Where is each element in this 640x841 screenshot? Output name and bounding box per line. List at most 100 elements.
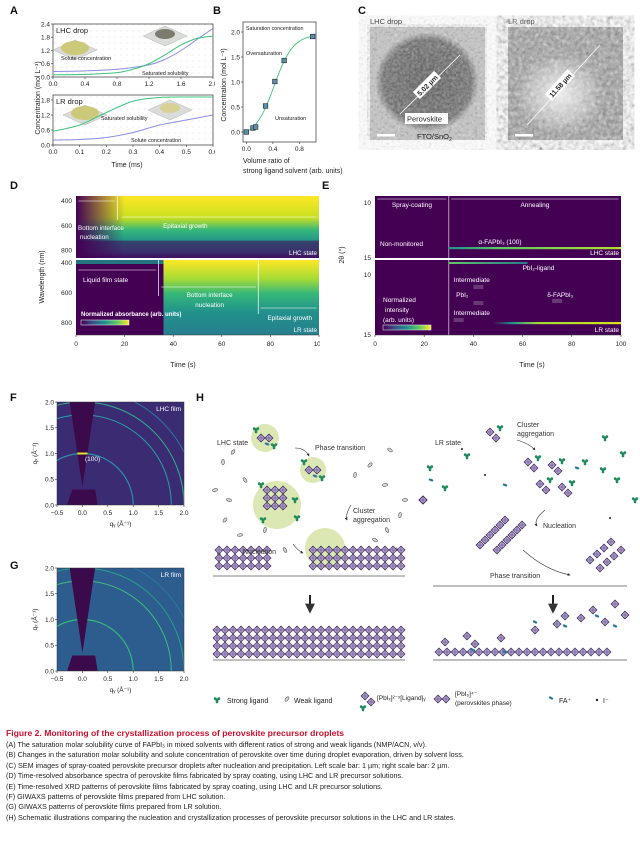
octahedron-icon: [356, 641, 366, 651]
octahedron-icon: [602, 557, 612, 567]
panel-label-a: A: [10, 5, 18, 17]
octahedron-icon: [268, 625, 278, 635]
y-tick-label: 0.6: [41, 127, 50, 134]
octahedron-icon: [595, 563, 605, 573]
subplot-title: LR film: [161, 572, 181, 579]
y-tick-label: 0.5: [45, 643, 54, 650]
octahedron-icon: [458, 647, 468, 657]
octahedron-icon: [496, 633, 506, 643]
octahedron-icon: [340, 625, 350, 635]
annotation: Solute concentration: [61, 56, 111, 62]
octahedron-icon: [602, 647, 612, 657]
octahedron-icon: [434, 647, 444, 657]
region-label: Liquid film state: [83, 277, 129, 284]
octahedron-icon: [212, 625, 222, 635]
region-label: nucleation: [80, 234, 109, 241]
octahedron-icon: [324, 641, 334, 651]
octahedron-icon: [418, 495, 428, 505]
y-tick-label: 1.0: [45, 451, 54, 458]
panel-e-xlabel: Time (s): [519, 362, 544, 369]
h-lr-phase-transition: Phase transition: [490, 573, 540, 580]
y-tick-label: 800: [61, 320, 72, 327]
octahedron-icon: [284, 633, 294, 643]
phase-label: Annealing: [520, 202, 549, 209]
octahedron-icon: [388, 561, 398, 571]
octahedron-icon: [372, 633, 382, 643]
weak-ligand-icon: [242, 476, 248, 484]
octahedron-icon: [222, 545, 232, 555]
x-tick-label: 0.5: [103, 510, 112, 517]
octahedron-icon: [514, 647, 524, 657]
peak-alpha-fapbi3-lr: [493, 322, 621, 325]
octahedron-icon: [214, 545, 224, 555]
panel-a-top: 0.0 0.4 0.8 1.2 1.6 2.0 0.0 0.6 1.2 1.8 2.4 LHC dro…: [41, 21, 215, 88]
strong-ligand-icon: [568, 480, 576, 487]
weak-ligand-icon: [384, 526, 390, 534]
x-axis-label: qᵧ (Å⁻¹): [110, 519, 132, 528]
octahedron-icon: [380, 561, 390, 571]
iodide-icon: [609, 517, 611, 519]
octahedron-icon: [364, 561, 374, 571]
y-tick-label: 0.5: [231, 104, 240, 111]
octahedron-icon: [599, 543, 609, 553]
x-axis-label: qᵧ (Å⁻¹): [110, 685, 132, 694]
octahedron-icon: [396, 641, 406, 651]
octahedron-icon: [578, 647, 588, 657]
x-tick-label: 0.0: [78, 510, 87, 517]
y-tick-label: 15: [364, 332, 372, 339]
strong-ligand-icon: [619, 451, 627, 458]
y-tick-label: 0.6: [41, 61, 50, 68]
octahedron-icon: [356, 545, 366, 555]
octahedron-icon: [308, 625, 318, 635]
octahedron-icon: [610, 599, 620, 609]
weak-ligand-icon: [402, 498, 408, 502]
y-tick-label: 600: [61, 223, 72, 230]
octahedron-icon: [246, 561, 256, 571]
octahedron-icon: [230, 561, 240, 571]
state-label: LR state: [294, 327, 318, 334]
x-tick-label: 0.4: [80, 81, 89, 88]
x-tick-label: 1.2: [144, 81, 153, 88]
legend-fa: FA⁺: [559, 698, 572, 705]
data-point: [253, 124, 259, 130]
caption-line-c: (C) SEM images of spray-coated perovskit…: [6, 760, 450, 770]
caption-title: Figure 2. Monitoring of the crystallizat…: [6, 728, 345, 738]
y-tick-label: 1.8: [41, 97, 50, 104]
h-lhc-nucleation: Nucleation: [243, 549, 276, 556]
x-tick-label: 1.0: [129, 676, 138, 683]
panel-a-chart: 0.0 0.4 0.8 1.2 1.6 2.0 0.0 0.6 1.2 1.8 2.4 LHC dro…: [35, 21, 215, 169]
octahedron-icon: [462, 631, 472, 641]
x-tick-label: 0: [74, 341, 78, 348]
octahedron-icon: [220, 641, 230, 651]
octahedron-icon: [380, 545, 390, 555]
octahedron-icon: [214, 561, 224, 571]
x-tick-label: 80: [568, 341, 576, 348]
octahedron-icon: [300, 641, 310, 651]
beamstop-shadow: [67, 655, 98, 671]
region-label: Bottom interface: [187, 292, 233, 299]
series-line-solute-concentration: [52, 114, 214, 141]
weak-ligand-icon: [352, 471, 358, 479]
strong-ligand-icon: [613, 477, 621, 484]
heatmap-lhc-tail: [76, 240, 319, 258]
octahedron-icon: [570, 647, 580, 657]
octahedron-icon: [616, 545, 626, 555]
colorbar-label: intensity: [385, 307, 410, 314]
x-tick-label: 1.0: [129, 510, 138, 517]
octahedron-icon: [300, 625, 310, 635]
octahedron-icon: [380, 625, 390, 635]
octahedron-icon: [530, 647, 540, 657]
octahedron-icon: [482, 647, 492, 657]
octahedron-icon: [340, 649, 350, 659]
strong-ligand-icon: [534, 455, 542, 462]
octahedron-icon: [546, 647, 556, 657]
x-tick-label: 0.4: [268, 146, 277, 153]
fa-icon: [612, 623, 618, 629]
octahedron-icon: [244, 649, 254, 659]
legend-perov-sub: (perovskites phase): [455, 700, 512, 707]
heatmap-lr-edge: [76, 260, 164, 264]
octahedron-icon: [470, 639, 480, 649]
annotation: Saturated solubility: [142, 71, 189, 77]
x-tick-label: 20: [421, 341, 429, 348]
panel-a-ylabel: Concentration (mol L⁻¹): [35, 61, 42, 134]
